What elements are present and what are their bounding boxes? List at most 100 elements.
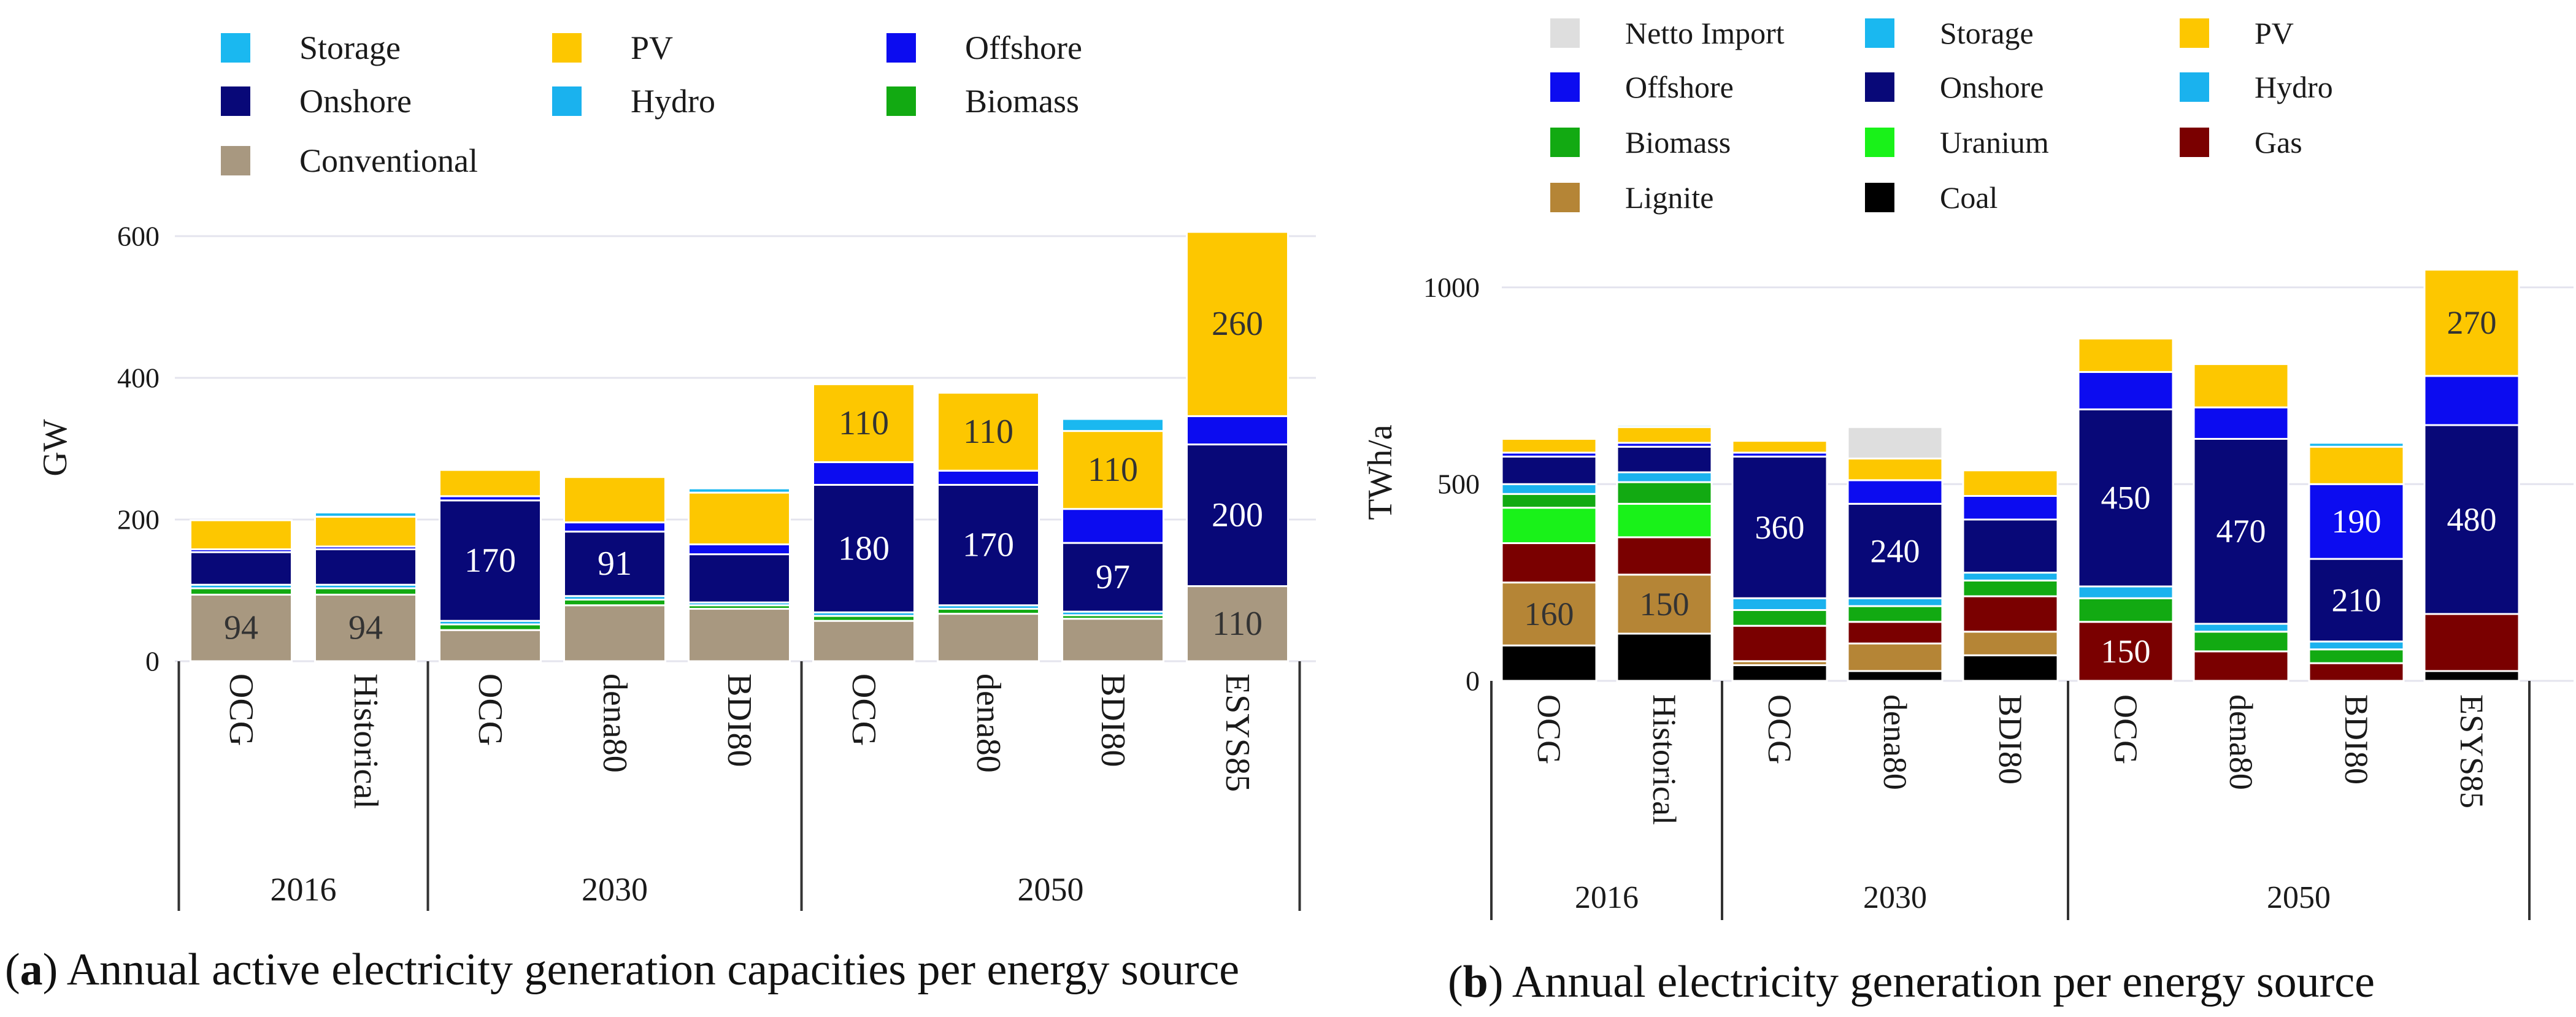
bar-segment-biomass	[2193, 631, 2290, 653]
bar-segment-onshore	[812, 483, 915, 613]
bar-segment-biomass	[1962, 579, 2059, 597]
bar-segment-onshore	[1501, 455, 1598, 485]
bar-segment-conventional	[563, 604, 666, 662]
bar-segment-hydro	[1501, 483, 1598, 495]
category-label: BDI80	[720, 674, 758, 767]
legend-item-offshore: Offshore	[1550, 70, 1734, 104]
legend-item-hydro: Hydro	[2180, 70, 2333, 104]
data-label: 160	[1524, 596, 1574, 632]
bar-segment-gas	[2308, 662, 2405, 682]
data-label: 91	[598, 545, 632, 583]
bar-segment-onshore	[937, 483, 1040, 607]
bar-segment-onshore	[2423, 424, 2520, 615]
group-label: 2050	[1018, 871, 1084, 908]
bar-segment-conventional	[812, 620, 915, 662]
bar-segment-pv	[1501, 437, 1598, 454]
legend-swatch-lignite	[1550, 183, 1580, 212]
legend-label-gas: Gas	[2255, 125, 2302, 159]
y-tick-label: 500	[1437, 469, 1480, 500]
group-label: 2016	[1575, 880, 1639, 915]
category-label: OCG	[471, 674, 509, 746]
bar-segment-lignite	[1501, 581, 1598, 647]
y-tick-label: 0	[145, 646, 160, 677]
bar-segment-offshore	[1962, 494, 2059, 521]
legend: Storage PV Offshore Onshore Hydro Biomass Conv…	[221, 29, 1082, 179]
legend-swatch-hydro	[552, 86, 582, 116]
bar-segment-storage	[314, 511, 417, 518]
category-label: dena80	[1877, 694, 1913, 790]
bar-segment-conventional	[1061, 618, 1164, 662]
bar-segment-biomass	[2077, 597, 2174, 623]
legend-label-conventional: Conventional	[299, 142, 478, 179]
bar-segment-gas	[2077, 621, 2174, 682]
caption-paren: (	[1448, 957, 1463, 1007]
bar-segment-onshore	[1847, 502, 1944, 599]
legend-item-hydro: Hydro	[552, 83, 715, 120]
data-label: 110	[1088, 451, 1138, 489]
data-label: 180	[838, 529, 890, 567]
bar-segment-pv	[439, 469, 542, 497]
bar-segment-hydro	[1847, 597, 1944, 607]
group-label: 2030	[1863, 880, 1927, 915]
legend-label-onshore: Onshore	[299, 83, 412, 120]
bar-segment-lignite	[1847, 642, 1944, 672]
bar-segment-onshore	[688, 553, 791, 604]
bar-segment-gas	[1847, 621, 1944, 645]
category-label: dena80	[969, 674, 1007, 773]
bar-segment-hydro	[1731, 597, 1828, 612]
bar-segment-pv	[2077, 337, 2174, 373]
bar-segment-offshore	[2423, 375, 2520, 426]
bar-segment-onshore	[1186, 443, 1289, 588]
y-axis-label: GW	[36, 419, 74, 476]
data-label: 200	[1212, 496, 1263, 534]
bar-segment-onshore	[563, 531, 666, 597]
y-tick-label: 400	[117, 363, 160, 394]
legend-item-offshore: Offshore	[886, 29, 1082, 66]
data-label: 240	[1870, 532, 1920, 569]
bar-segment-coal	[1731, 664, 1828, 682]
bars: 160 150 360 240 150 450 470 210 190 480 270	[1501, 269, 2520, 682]
bar-segment-hydro	[2308, 640, 2405, 651]
bar-segment-offshore	[563, 521, 666, 533]
bar-segment-conventional	[1186, 585, 1289, 662]
legend-swatch-netto-import	[1550, 18, 1580, 48]
caption-letter: b	[1463, 957, 1488, 1007]
bar-segment-pv	[563, 476, 666, 524]
legend-item-storage: Storage	[221, 29, 401, 66]
legend-swatch-onshore	[1865, 72, 1894, 102]
data-label: 270	[2447, 304, 2497, 341]
bar-segment-pv	[2308, 445, 2405, 485]
bar-segment-gas	[1501, 542, 1598, 584]
category-label: ESYS85	[2453, 694, 2490, 808]
legend-swatch-storage	[1865, 18, 1894, 48]
bar-segment-gas	[1962, 595, 2059, 633]
bar-segment-coal	[2423, 670, 2520, 682]
category-label: BDI80	[2338, 694, 2375, 785]
bar-segment-storage	[2308, 442, 2405, 448]
legend-item-onshore: Onshore	[1865, 70, 2043, 104]
legend-label-netto-import: Netto Import	[1625, 16, 1785, 50]
data-label: 150	[2101, 633, 2151, 670]
bar-segment-lignite	[1616, 574, 1713, 635]
bar-segment-onshore	[314, 548, 417, 586]
bar-segment-uranium	[1501, 507, 1598, 544]
legend-swatch-storage	[221, 33, 250, 63]
caption-letter: a	[20, 945, 43, 995]
legend-swatch-gas	[2180, 128, 2209, 157]
bar-segment-storage	[688, 487, 791, 494]
y-tick-label: 1000	[1423, 272, 1480, 303]
group-axis: 2016 2030 2050	[1490, 681, 2531, 920]
caption-paren: )	[43, 945, 58, 995]
data-label: 190	[2332, 503, 2382, 540]
bar-segment-hydro	[1962, 572, 2059, 581]
group-label: 2030	[582, 871, 648, 908]
bar-segment-coal	[1962, 654, 2059, 682]
bar-segment-onshore	[190, 551, 293, 586]
category-label: OCG	[222, 674, 260, 746]
bar-segment-pv	[1061, 430, 1164, 510]
bar-segment-conventional	[688, 608, 791, 662]
category-label: OCG	[2107, 694, 2144, 764]
bar-segment-offshore	[688, 543, 791, 556]
category-label: OCG	[1761, 694, 1798, 764]
y-tick-label: 200	[117, 504, 160, 535]
